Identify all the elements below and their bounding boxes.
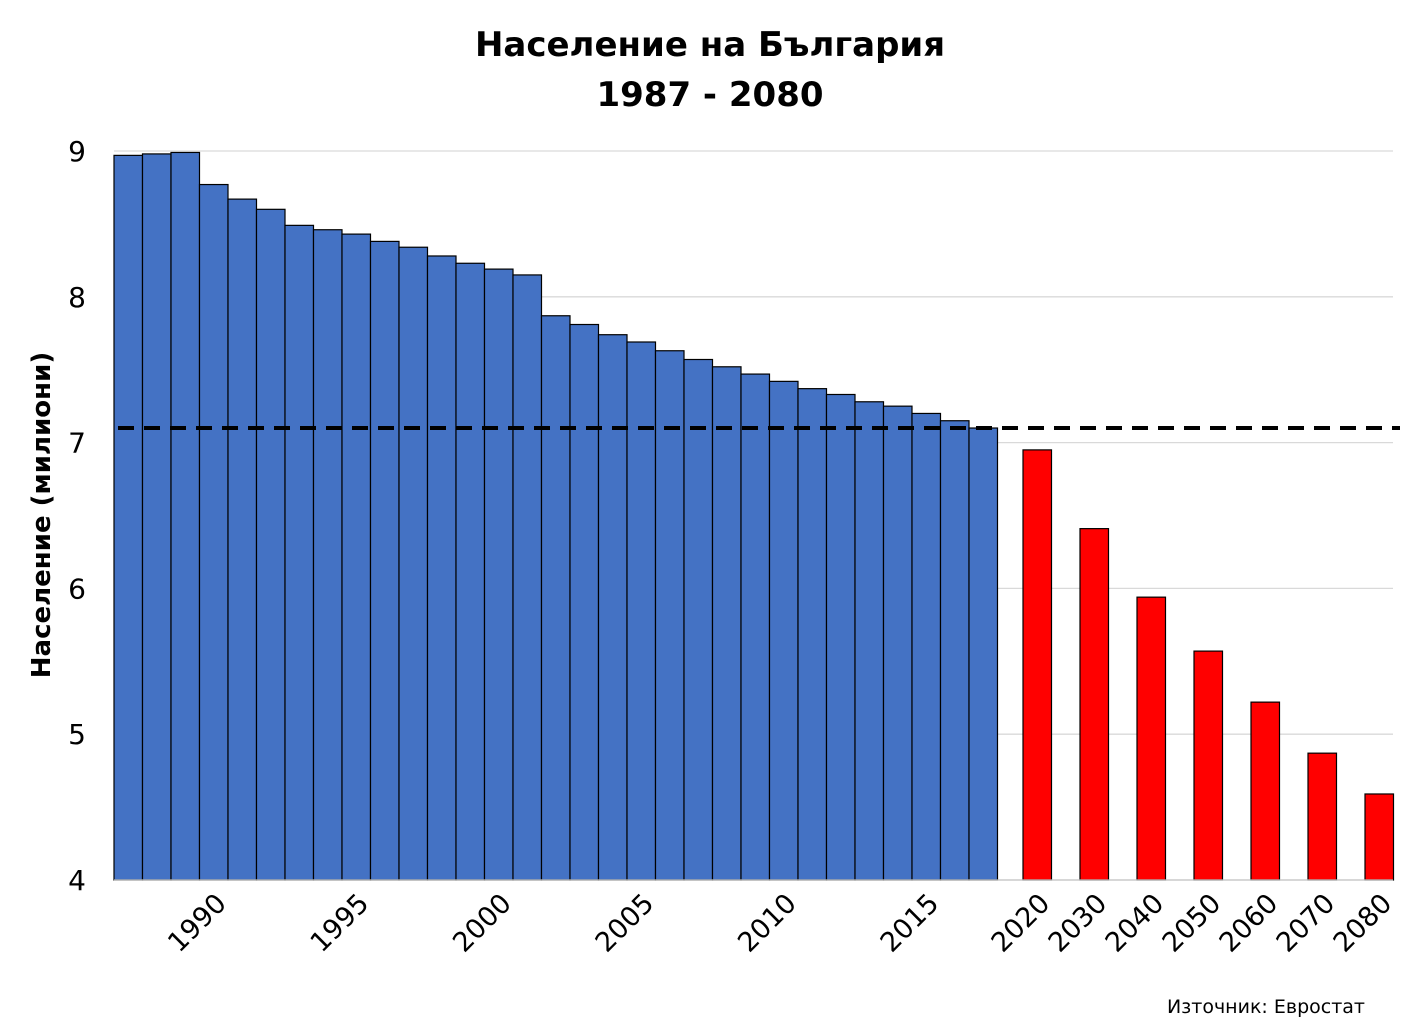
bar-2017	[968, 427, 999, 881]
y-tick-label: 7	[68, 427, 86, 460]
bar-2002	[540, 315, 571, 881]
bar-1994	[312, 229, 343, 881]
bar-1998	[426, 255, 457, 881]
bar-1989	[170, 151, 201, 881]
bar-2001	[512, 274, 543, 881]
bar-1993	[284, 224, 315, 881]
bar-2008	[711, 366, 742, 881]
source-note: Източник: Евростат	[1167, 996, 1365, 1018]
bar-1991	[227, 198, 258, 881]
x-tick-label: 2015	[875, 888, 946, 959]
bar-1988	[141, 153, 172, 881]
bar-1995	[341, 233, 372, 881]
x-tick-label: 2020	[986, 888, 1057, 959]
bar-2000	[483, 268, 514, 881]
x-axis-ticks: 1990 1995 2000 2005 2010 2015 2020203020402050…	[162, 888, 1398, 959]
x-tick-label: 2000	[447, 888, 518, 959]
x-tick-label: 2050	[1157, 888, 1228, 959]
chart-title-line-2: 1987 - 2080	[596, 75, 823, 115]
bar-2016	[939, 420, 970, 881]
y-tick-label: 5	[68, 718, 86, 751]
bar-2006	[654, 350, 685, 881]
bar-1990	[198, 183, 229, 881]
chart-title-line-1: Население на България	[475, 25, 945, 65]
bar-2005	[626, 341, 657, 881]
bar-2020	[1022, 449, 1053, 881]
bar-2012	[825, 393, 856, 881]
x-tick-label: 2070	[1271, 888, 1342, 959]
bar-2070	[1307, 752, 1338, 881]
x-tick-label: 2060	[1214, 888, 1285, 959]
bar-2010	[768, 380, 799, 881]
bar-2060	[1250, 701, 1281, 881]
bar-1999	[455, 262, 486, 881]
y-tick-label: 4	[68, 864, 86, 897]
bar-2004	[597, 334, 628, 881]
bar-2011	[797, 388, 828, 881]
bar-2013	[854, 401, 885, 881]
bar-2080	[1364, 793, 1395, 881]
bars	[113, 151, 1395, 881]
bar-2015	[911, 412, 942, 881]
bar-1997	[398, 246, 429, 881]
y-tick-label: 8	[68, 281, 86, 314]
chart-title: Население на България 1987 - 2080	[475, 25, 945, 115]
bar-2040	[1136, 596, 1167, 881]
bar-2014	[882, 405, 913, 881]
x-tick-label: 2030	[1043, 888, 1114, 959]
bar-1996	[369, 240, 400, 881]
bar-1992	[255, 208, 286, 881]
y-tick-label: 6	[68, 572, 86, 605]
x-tick-label: 2080	[1328, 888, 1399, 959]
x-tick-label: 2040	[1100, 888, 1171, 959]
y-tick-label: 9	[68, 135, 86, 168]
x-tick-label: 1990	[162, 888, 233, 959]
bar-2007	[683, 358, 714, 881]
x-tick-label: 1995	[305, 888, 376, 959]
bar-2050	[1193, 650, 1224, 881]
x-tick-label: 2005	[590, 888, 661, 959]
bar-1987	[113, 154, 144, 881]
y-axis-ticks: 4 5 6 7 8 9	[68, 135, 86, 897]
bar-2003	[569, 323, 600, 881]
bar-2009	[740, 373, 771, 881]
x-tick-label: 2010	[732, 888, 803, 959]
y-axis-label: Население (милиони)	[27, 352, 57, 678]
bar-2030	[1079, 528, 1110, 881]
